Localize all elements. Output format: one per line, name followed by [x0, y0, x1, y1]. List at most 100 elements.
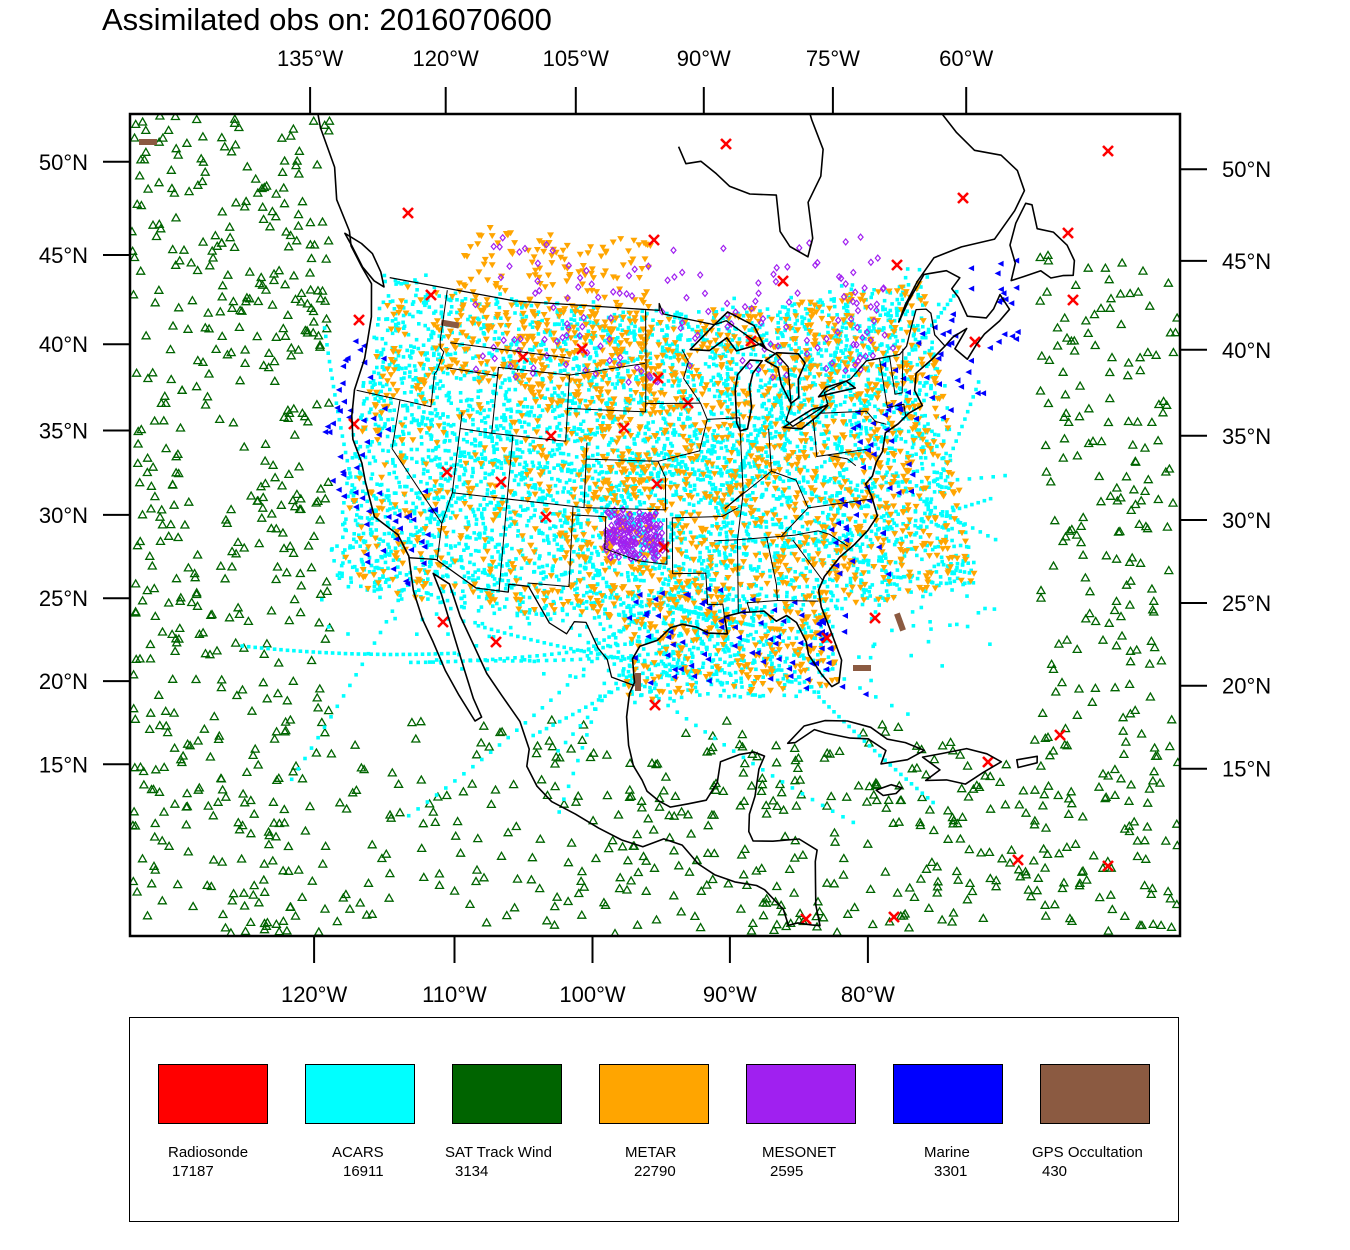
acars-marker: [629, 394, 633, 398]
acars-marker: [521, 595, 526, 599]
acars-marker: [948, 581, 952, 585]
acars-marker: [463, 480, 467, 485]
acars-marker: [706, 692, 710, 696]
sat-track-wind-marker: [239, 358, 251, 368]
acars-marker: [481, 315, 486, 319]
sat-track-wind-marker: [956, 783, 967, 793]
acars-marker: [549, 404, 554, 409]
acars-marker: [900, 480, 904, 484]
acars-marker: [520, 425, 524, 429]
sat-track-wind-marker: [1109, 764, 1121, 774]
acars-marker: [681, 362, 685, 367]
sat-track-wind-marker: [862, 838, 873, 848]
acars-marker: [787, 485, 791, 490]
acars-marker: [952, 544, 956, 549]
acars-marker: [607, 397, 612, 401]
acars-marker: [536, 310, 541, 314]
sat-track-wind-marker: [1135, 365, 1146, 375]
sat-track-wind-marker: [134, 477, 145, 487]
acars-marker: [593, 545, 597, 550]
sat-track-wind-marker: [209, 711, 220, 721]
acars-marker: [613, 568, 617, 572]
acars-marker: [610, 382, 615, 386]
acars-marker: [374, 528, 378, 532]
acars-marker: [541, 467, 546, 471]
acars-marker: [361, 381, 366, 385]
acars-marker: [387, 498, 391, 503]
sat-track-wind-marker: [531, 748, 542, 758]
acars-marker: [807, 556, 812, 561]
acars-marker: [630, 673, 634, 678]
acars-marker: [502, 359, 506, 363]
acars-marker: [489, 432, 493, 437]
acars-marker: [802, 621, 806, 626]
acars-marker: [471, 422, 475, 427]
acars-marker: [597, 615, 601, 619]
acars-marker: [663, 421, 668, 425]
acars-marker: [550, 476, 554, 481]
acars-marker: [402, 455, 407, 459]
acars-marker: [542, 330, 547, 334]
sat-track-wind-marker: [573, 790, 584, 800]
acars-marker: [783, 431, 787, 435]
sat-track-wind-marker: [175, 422, 186, 432]
acars-marker: [781, 413, 786, 418]
acars-marker: [447, 395, 452, 400]
acars-marker: [739, 676, 743, 681]
sat-track-wind-marker: [1074, 877, 1086, 887]
acars-marker: [429, 333, 433, 337]
sat-track-wind-marker: [1040, 732, 1051, 742]
acars-marker: [483, 428, 487, 432]
sat-track-wind-marker: [229, 114, 240, 123]
acars-marker: [721, 352, 725, 357]
acars-marker: [679, 460, 684, 464]
acars-marker: [592, 508, 597, 512]
acars-marker: [359, 584, 363, 589]
sat-track-wind-marker: [243, 616, 254, 626]
acars-marker: [803, 630, 808, 635]
acars-marker: [320, 597, 324, 602]
sat-track-wind-marker: [191, 114, 202, 124]
acars-marker: [822, 432, 826, 436]
acars-marker: [511, 454, 515, 459]
acars-marker: [554, 574, 559, 579]
sat-track-wind-marker: [253, 296, 264, 306]
acars-marker: [969, 568, 973, 573]
acars-marker: [536, 332, 541, 336]
sat-track-wind-marker: [293, 461, 305, 471]
acars-marker: [831, 326, 835, 330]
sat-track-wind-marker: [278, 543, 290, 553]
acars-marker: [841, 513, 845, 517]
acars-marker: [486, 414, 490, 419]
sat-track-wind-marker: [1125, 656, 1136, 666]
acars-marker: [417, 588, 421, 592]
acars-marker: [581, 419, 586, 424]
sat-track-wind-marker: [1035, 585, 1047, 595]
sat-track-wind-marker: [789, 852, 800, 862]
acars-marker: [467, 523, 471, 528]
sat-track-wind-marker: [776, 787, 787, 797]
sat-track-wind-marker: [406, 717, 418, 727]
acars-marker: [473, 578, 478, 582]
acars-marker: [441, 370, 446, 375]
acars-marker: [527, 413, 532, 418]
acars-marker: [896, 474, 900, 478]
acars-marker: [789, 499, 794, 503]
sat-track-wind-marker: [1154, 777, 1166, 787]
sat-track-wind-marker: [794, 774, 806, 784]
acars-marker: [573, 401, 578, 405]
acars-marker: [577, 604, 582, 608]
acars-marker: [849, 458, 854, 462]
sat-track-wind-marker: [877, 719, 888, 729]
acars-marker: [790, 680, 794, 684]
acars-marker: [440, 329, 444, 333]
acars-marker: [458, 391, 463, 395]
sat-track-wind-marker: [273, 772, 284, 782]
acars-marker: [406, 475, 411, 479]
sat-track-wind-marker: [689, 911, 701, 921]
acars-marker: [517, 418, 521, 423]
acars-marker: [844, 334, 848, 338]
acars-marker: [731, 360, 735, 364]
acars-marker: [680, 619, 684, 624]
acars-marker: [558, 518, 563, 523]
